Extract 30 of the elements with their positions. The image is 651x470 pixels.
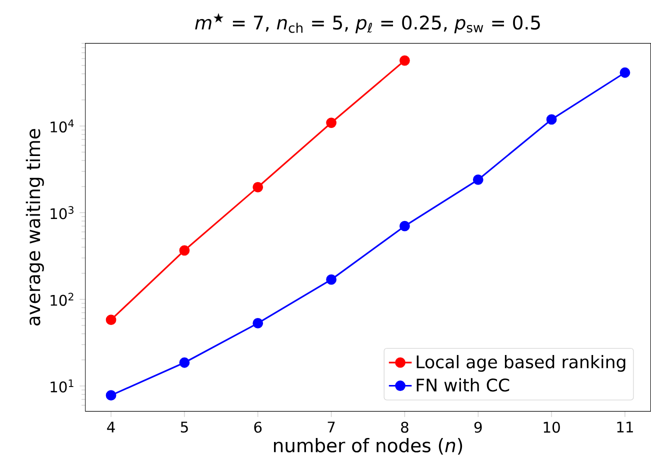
point <box>179 245 190 256</box>
x-tick-label: 10 <box>544 422 560 433</box>
legend-label: FN with CC <box>416 378 510 392</box>
point <box>179 357 190 368</box>
x-tick-label: 6 <box>254 422 262 433</box>
y-axis-title: average waiting time <box>26 129 44 326</box>
x-tick-label: 5 <box>180 422 188 433</box>
y-tick-label: 10$^{1}$ <box>50 379 74 392</box>
x-axis-title: number of nodes (n) <box>274 438 462 455</box>
x-tick-label: 11 <box>617 422 633 432</box>
point <box>472 174 484 185</box>
point <box>400 55 410 66</box>
point <box>326 274 336 285</box>
point <box>326 118 336 128</box>
y-tick-label: 10$^{3}$ <box>50 206 74 220</box>
legend-label: Local age based ranking <box>416 355 626 372</box>
x-tick-label: 4 <box>107 422 115 432</box>
x-tick-label: 7 <box>328 422 335 432</box>
chart-title: m$^{★}$ = 7, n$_{ch}$ = 5, p$_{ℓ}$ = 0.25, p$_{sw}$ = 0.5 <box>195 12 540 34</box>
point <box>252 318 264 328</box>
x-tick-label: 8 <box>401 422 408 433</box>
point <box>400 220 410 232</box>
point <box>620 67 630 78</box>
point <box>546 114 557 125</box>
y-tick-label: 10$^{2}$ <box>50 292 74 306</box>
x-tick-label: 9 <box>474 422 482 433</box>
point <box>106 390 116 401</box>
point <box>252 182 264 192</box>
point <box>106 314 116 326</box>
y-tick-label: 10$^{4}$ <box>50 120 74 133</box>
